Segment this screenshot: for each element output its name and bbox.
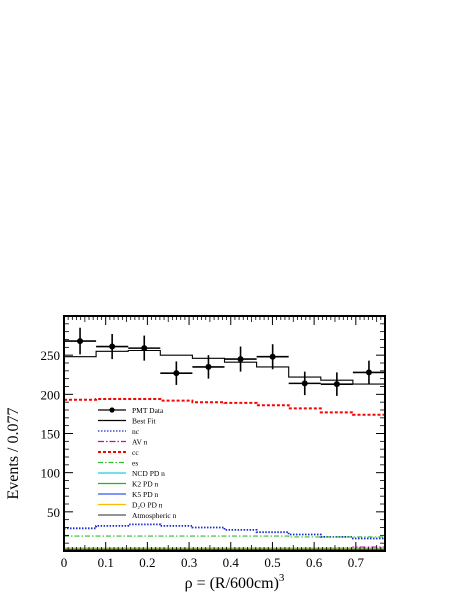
x-tick-label: 0.6 xyxy=(306,555,323,570)
x-tick-label: 0.5 xyxy=(264,555,280,570)
data-point xyxy=(333,381,340,388)
y-tick-label: 250 xyxy=(41,348,61,363)
x-tick-label: 0.4 xyxy=(223,555,240,570)
data-point xyxy=(237,356,244,363)
legend-label: nc xyxy=(132,427,140,436)
axis-ticks: 0 0.1 0.2 0.3 0.4 0.5 0.6 0.7 50 100 150 200 250 xyxy=(41,316,385,570)
data-point xyxy=(205,363,212,370)
y-tick-label: 150 xyxy=(41,427,61,442)
series-line-0 xyxy=(64,349,385,385)
legend-label: Best Fit xyxy=(132,417,156,426)
data-points xyxy=(64,327,385,396)
legend-label: PMT Data xyxy=(132,406,164,415)
legend-label: K5 PD n xyxy=(132,490,159,499)
legend-marker xyxy=(109,407,115,413)
legend-label: cc xyxy=(132,448,139,457)
data-point xyxy=(365,369,372,376)
x-tick-label: 0.3 xyxy=(181,555,197,570)
y-tick-label: 50 xyxy=(47,505,60,520)
x-tick-label: 0.2 xyxy=(139,555,155,570)
series-line-1 xyxy=(64,523,385,540)
x-axis-label: ρ = (R/600cm)3 xyxy=(185,572,285,592)
data-point xyxy=(173,370,180,377)
series-line-4 xyxy=(64,535,385,538)
x-tick-label: 0.7 xyxy=(348,555,365,570)
data-point xyxy=(109,343,116,350)
data-point xyxy=(141,345,148,352)
data-point xyxy=(269,353,276,360)
legend-label: K2 PD n xyxy=(132,480,159,489)
legend-label: NCD PD n xyxy=(132,469,165,478)
legend-label: es xyxy=(132,459,138,468)
data-point xyxy=(301,380,308,387)
y-tick-label: 200 xyxy=(41,387,61,402)
x-tick-label: 0.1 xyxy=(98,555,114,570)
data-point xyxy=(77,338,84,345)
x-tick-label: 0 xyxy=(61,555,68,570)
y-axis-label: Events / 0.077 xyxy=(5,408,22,500)
y-tick-label: 100 xyxy=(41,466,61,481)
series-line-3 xyxy=(64,398,385,416)
legend-label: AV n xyxy=(132,438,148,447)
legend-label: Atmospheric n xyxy=(132,511,177,520)
legend-label: D₂O PD n xyxy=(132,501,163,510)
